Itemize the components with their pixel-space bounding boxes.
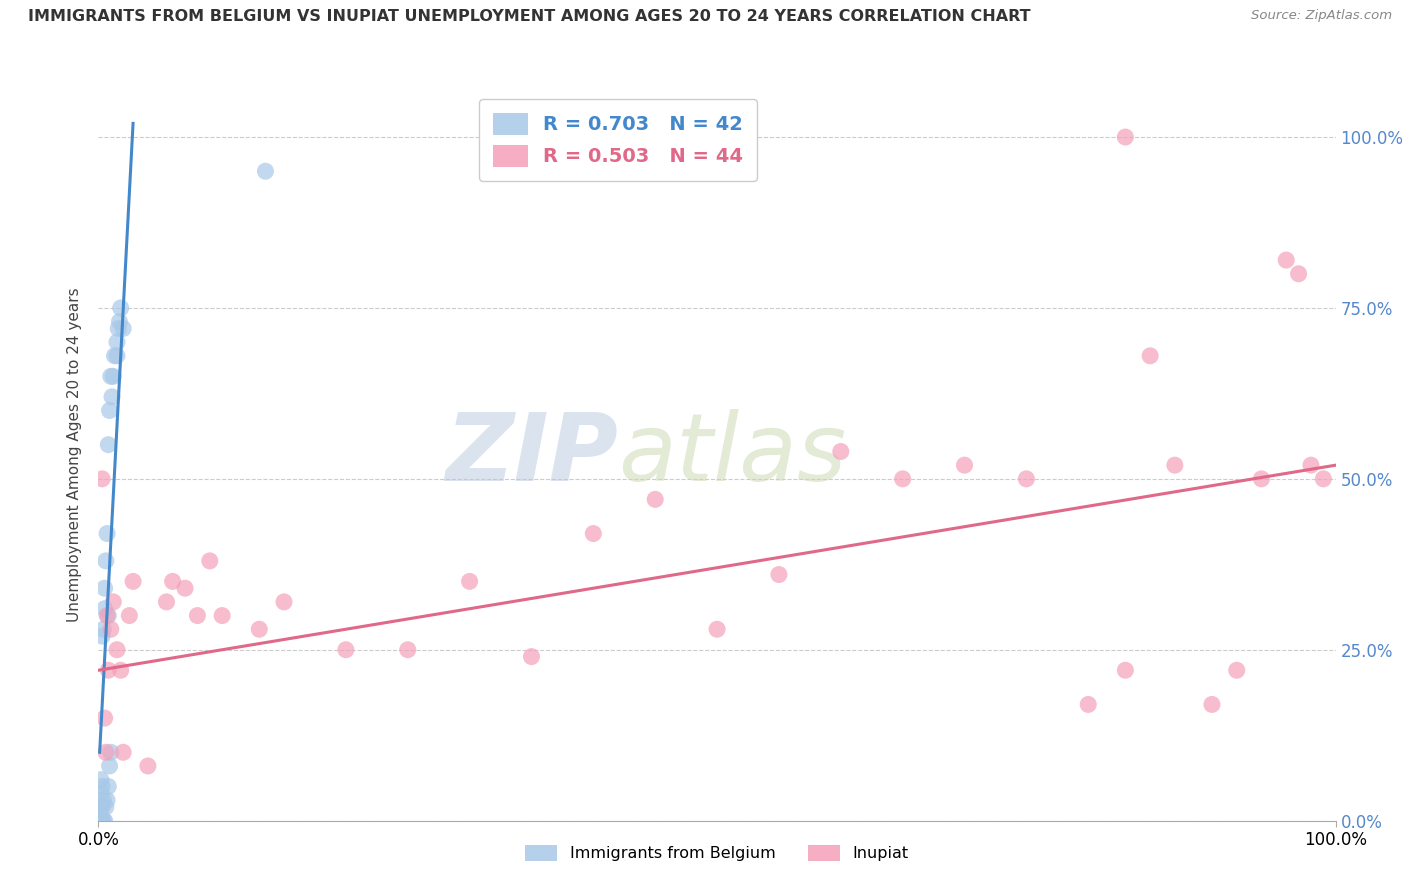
Point (91, 780, 114, 794)
Point (458, 574, 481, 589)
Point (1250, 472, 1272, 486)
Point (100, 745, 122, 759)
Point (155, 595, 177, 609)
Point (94, 554, 117, 568)
Point (768, 567, 790, 582)
Point (198, 554, 221, 568)
Point (644, 492, 666, 507)
Point (953, 458, 976, 472)
Point (90, 814, 112, 828)
Point (122, 574, 145, 589)
Point (90, 786, 112, 800)
Point (93, 711, 115, 725)
Point (891, 472, 914, 486)
Point (97, 663, 120, 677)
Point (1077, 698, 1099, 712)
Point (103, 369, 125, 384)
Point (97, 608, 120, 623)
Point (108, 315, 131, 329)
Point (830, 444, 852, 458)
Point (107, 321, 129, 335)
Point (396, 642, 419, 657)
Point (93, 622, 115, 636)
Text: Source: ZipAtlas.com: Source: ZipAtlas.com (1251, 9, 1392, 22)
Point (93, 814, 115, 828)
Point (103, 349, 125, 363)
Point (93, 581, 115, 595)
Point (1201, 698, 1223, 712)
Text: atlas: atlas (619, 409, 846, 500)
Point (101, 390, 124, 404)
Point (89, 814, 111, 828)
Point (93, 814, 115, 828)
Point (97, 780, 120, 794)
Point (98, 403, 121, 417)
Point (1312, 472, 1334, 486)
Point (89, 806, 111, 821)
Point (93, 793, 115, 807)
Point (186, 608, 208, 623)
Point (582, 526, 605, 541)
Point (105, 335, 128, 350)
Point (112, 745, 135, 759)
Point (91, 800, 114, 814)
Point (254, 164, 277, 178)
Point (105, 642, 128, 657)
Point (96, 793, 118, 807)
Point (89, 814, 111, 828)
Point (98, 759, 121, 773)
Point (247, 622, 270, 636)
Point (211, 608, 233, 623)
Text: IMMIGRANTS FROM BELGIUM VS INUPIAT UNEMPLOYMENT AMONG AGES 20 TO 24 YEARS CORREL: IMMIGRANTS FROM BELGIUM VS INUPIAT UNEMP… (28, 9, 1031, 24)
Point (91, 814, 114, 828)
Point (1226, 663, 1249, 677)
Point (1299, 458, 1322, 472)
Point (110, 663, 132, 677)
Point (706, 622, 728, 636)
Point (112, 321, 135, 335)
Point (1015, 472, 1038, 486)
Point (91, 472, 114, 486)
Point (1114, 663, 1136, 677)
Point (90, 800, 112, 814)
Point (96, 608, 118, 623)
Point (91, 629, 114, 643)
Point (136, 759, 159, 773)
Point (162, 574, 184, 589)
Point (1114, 130, 1136, 145)
Point (90, 772, 112, 787)
Point (103, 595, 125, 609)
Point (89, 800, 111, 814)
Point (89, 814, 111, 828)
Point (94, 800, 117, 814)
Point (97, 438, 120, 452)
Y-axis label: Unemployment Among Ages 20 to 24 years: Unemployment Among Ages 20 to 24 years (67, 287, 83, 623)
Point (100, 369, 122, 384)
Point (110, 301, 132, 315)
Point (174, 581, 197, 595)
Point (1164, 458, 1187, 472)
Point (335, 642, 357, 657)
Point (105, 349, 128, 363)
Point (1288, 267, 1310, 281)
Point (100, 622, 122, 636)
Point (118, 608, 141, 623)
Legend: Immigrants from Belgium, Inupiat: Immigrants from Belgium, Inupiat (519, 838, 915, 868)
Point (520, 649, 543, 664)
Text: ZIP: ZIP (446, 409, 619, 501)
Point (90, 814, 112, 828)
Point (273, 595, 295, 609)
Point (94, 745, 117, 759)
Point (1139, 349, 1161, 363)
Point (93, 601, 115, 615)
Point (96, 526, 118, 541)
Point (89, 814, 111, 828)
Point (1275, 253, 1298, 268)
